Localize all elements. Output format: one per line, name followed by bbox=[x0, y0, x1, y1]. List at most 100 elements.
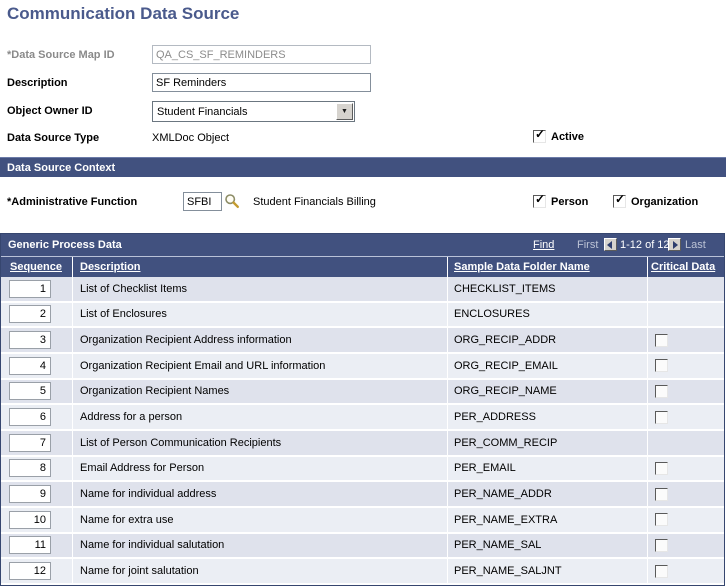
sequence-input[interactable] bbox=[9, 356, 51, 375]
active-checkbox[interactable]: ✓ bbox=[533, 128, 546, 143]
critical-data-cell bbox=[648, 559, 724, 583]
sequence-input[interactable] bbox=[9, 408, 51, 427]
row-description: Organization Recipient Address informati… bbox=[80, 334, 292, 347]
folder-name-cell: ORG_RECIP_ADDR bbox=[448, 328, 648, 352]
lookup-icon[interactable] bbox=[224, 193, 240, 212]
critical-data-cell bbox=[648, 482, 724, 506]
grid-column-header-row: Sequence Description Sample Data Folder … bbox=[1, 256, 724, 277]
table-row: Organization Recipient Email and URL inf… bbox=[1, 353, 724, 380]
checkmark-icon: ✓ bbox=[535, 192, 546, 206]
description-cell: Organization Recipient Address informati… bbox=[73, 328, 448, 352]
row-description: Email Address for Person bbox=[80, 462, 205, 475]
critical-checkbox[interactable] bbox=[655, 538, 668, 552]
row-description: Organization Recipient Email and URL inf… bbox=[80, 359, 326, 372]
table-row: Name for extra use PER_NAME_EXTRA bbox=[1, 507, 724, 534]
grid-body: List of Checklist Items CHECKLIST_ITEMS … bbox=[1, 277, 724, 585]
table-row: Name for individual address PER_NAME_ADD… bbox=[1, 482, 724, 508]
description-cell: Email Address for Person bbox=[73, 456, 448, 481]
data-source-type-label: Data Source Type bbox=[7, 132, 100, 144]
sequence-cell bbox=[1, 328, 73, 352]
table-row: Organization Recipient Names ORG_RECIP_N… bbox=[1, 379, 724, 406]
critical-data-cell bbox=[648, 354, 724, 378]
critical-data-cell bbox=[648, 303, 724, 327]
folder-name-cell: ORG_RECIP_NAME bbox=[448, 379, 648, 404]
sequence-input[interactable] bbox=[9, 382, 51, 401]
critical-checkbox[interactable] bbox=[655, 461, 668, 475]
organization-checkbox[interactable]: ✓ bbox=[613, 192, 626, 208]
description-cell: Address for a person bbox=[73, 405, 448, 429]
critical-data-cell bbox=[648, 380, 724, 404]
sequence-input[interactable] bbox=[9, 279, 51, 298]
col-header-description[interactable]: Description bbox=[73, 257, 448, 277]
sequence-cell bbox=[1, 302, 73, 327]
critical-checkbox[interactable] bbox=[655, 384, 668, 398]
active-label: Active bbox=[551, 131, 585, 143]
table-row: List of Enclosures ENCLOSURES bbox=[1, 302, 724, 329]
row-folder-name: PER_ADDRESS bbox=[454, 411, 536, 424]
row-folder-name: PER_NAME_SAL bbox=[454, 539, 542, 552]
row-folder-name: PER_NAME_SALJNT bbox=[454, 565, 562, 578]
page-title: Communication Data Source bbox=[7, 4, 240, 23]
admin-function-input[interactable] bbox=[183, 192, 222, 211]
critical-checkbox[interactable] bbox=[655, 333, 668, 347]
critical-data-cell bbox=[648, 508, 724, 532]
person-checkbox[interactable]: ✓ bbox=[533, 192, 546, 208]
row-description: List of Checklist Items bbox=[80, 282, 187, 295]
organization-label: Organization bbox=[631, 196, 699, 208]
row-folder-name: PER_NAME_EXTRA bbox=[454, 513, 558, 526]
col-header-sample-data-folder-name[interactable]: Sample Data Folder Name bbox=[448, 257, 648, 277]
sequence-cell bbox=[1, 559, 73, 583]
sequence-cell bbox=[1, 353, 73, 378]
critical-checkbox[interactable] bbox=[655, 564, 668, 578]
table-row: Address for a person PER_ADDRESS bbox=[1, 405, 724, 431]
critical-data-cell bbox=[648, 405, 724, 429]
col-header-critical-data[interactable]: Critical Data bbox=[651, 261, 716, 273]
sequence-cell bbox=[1, 277, 73, 301]
folder-name-cell: PER_COMM_RECIP bbox=[448, 430, 648, 455]
critical-data-cell bbox=[648, 534, 724, 558]
folder-name-cell: PER_ADDRESS bbox=[448, 405, 648, 429]
folder-name-cell: ENCLOSURES bbox=[448, 302, 648, 327]
folder-name-cell: PER_NAME_SAL bbox=[448, 533, 648, 558]
generic-process-data-grid: Generic Process Data Find First 1-12 of … bbox=[0, 233, 725, 586]
sequence-cell bbox=[1, 533, 73, 558]
critical-checkbox[interactable] bbox=[655, 487, 668, 501]
folder-name-cell: PER_NAME_SALJNT bbox=[448, 559, 648, 583]
critical-checkbox[interactable] bbox=[655, 513, 668, 527]
critical-data-cell bbox=[648, 328, 724, 352]
row-description: Organization Recipient Names bbox=[80, 385, 230, 398]
folder-name-cell: PER_NAME_ADDR bbox=[448, 482, 648, 506]
row-folder-name: PER_COMM_RECIP bbox=[454, 436, 558, 449]
row-folder-name: ORG_RECIP_NAME bbox=[454, 385, 557, 398]
description-cell: Organization Recipient Names bbox=[73, 379, 448, 404]
data-source-type-value: XMLDoc Object bbox=[152, 132, 230, 144]
prev-arrow-icon[interactable] bbox=[604, 238, 617, 251]
checkmark-icon: ✓ bbox=[615, 192, 626, 206]
sequence-input[interactable] bbox=[9, 485, 51, 504]
critical-checkbox[interactable] bbox=[655, 410, 668, 424]
description-input[interactable] bbox=[152, 73, 371, 92]
grid-title: Generic Process Data bbox=[8, 239, 122, 251]
sequence-input[interactable] bbox=[9, 305, 51, 324]
sequence-input[interactable] bbox=[9, 562, 51, 581]
critical-checkbox[interactable] bbox=[655, 359, 668, 373]
next-arrow-icon[interactable] bbox=[668, 238, 681, 251]
sequence-input[interactable] bbox=[9, 536, 51, 555]
table-row: List of Person Communication Recipients … bbox=[1, 430, 724, 457]
table-row: Organization Recipient Address informati… bbox=[1, 328, 724, 354]
object-owner-label: Object Owner ID bbox=[7, 105, 93, 117]
critical-data-cell bbox=[648, 431, 724, 455]
find-link[interactable]: Find bbox=[533, 239, 555, 251]
sequence-input[interactable] bbox=[9, 433, 51, 452]
sequence-input[interactable] bbox=[9, 459, 51, 478]
map-id-label: *Data Source Map ID bbox=[7, 49, 115, 61]
admin-function-label: *Administrative Function bbox=[7, 196, 138, 208]
chevron-down-icon[interactable]: ▼ bbox=[336, 103, 353, 120]
row-range-label: 1-12 of 12 bbox=[620, 239, 670, 251]
description-cell: Name for extra use bbox=[73, 507, 448, 532]
sequence-input[interactable] bbox=[9, 510, 51, 529]
folder-name-cell: PER_EMAIL bbox=[448, 456, 648, 481]
object-owner-select[interactable]: Student Financials ▼ bbox=[152, 101, 355, 122]
col-header-sequence[interactable]: Sequence bbox=[1, 257, 73, 277]
sequence-input[interactable] bbox=[9, 331, 51, 350]
